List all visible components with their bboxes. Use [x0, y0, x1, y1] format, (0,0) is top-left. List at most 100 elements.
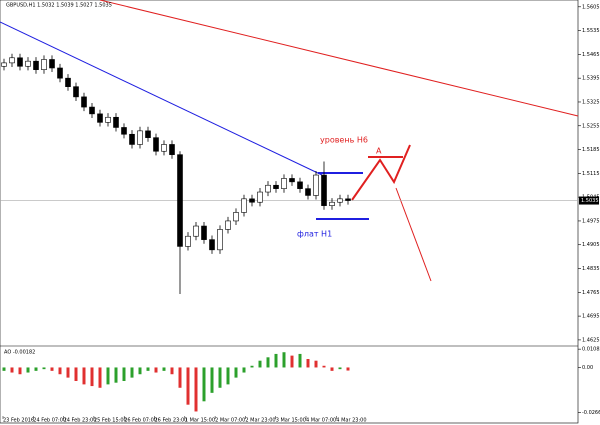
candle-body: [201, 225, 207, 240]
y-tick-label: 1.4975: [582, 218, 600, 224]
y-tick-label: 1.5115: [582, 171, 600, 177]
ao-bar: [234, 367, 238, 378]
ao-bar: [98, 367, 102, 388]
candle-body: [73, 86, 79, 98]
ao-bar: [66, 367, 70, 378]
ao-bar: [58, 367, 62, 375]
indicator-title: AO -0.00182: [4, 350, 35, 356]
ao-bar: [106, 367, 110, 385]
trend-line: [99, 0, 579, 117]
candle-body: [313, 174, 319, 196]
x-tick-label: 24 Feb 07:00: [33, 418, 66, 424]
y-tick-label: 1.4765: [582, 290, 600, 296]
y-tick-label: 0.00: [582, 365, 593, 371]
ao-bar: [250, 365, 254, 368]
y-tick-label: 1.4695: [582, 314, 600, 320]
candle-body: [9, 57, 15, 64]
ao-bar: [202, 367, 206, 402]
ao-bar: [82, 367, 86, 385]
x-tick-label: 3 Mar 15:00: [276, 418, 306, 424]
y-tick-label: 0.01082: [582, 347, 600, 353]
candle-body: [145, 130, 151, 138]
ao-bar: [114, 367, 118, 383]
ao-bar: [2, 367, 6, 371]
forecast-line: [395, 187, 432, 282]
candle-body: [153, 137, 159, 152]
candle-body: [345, 198, 351, 201]
ao-bar: [122, 367, 126, 381]
ao-bar: [18, 367, 22, 375]
candle-body: [273, 184, 279, 189]
candle-body: [33, 60, 39, 70]
x-tick-label: 26 Feb 07:00: [124, 418, 157, 424]
y-tick-label: 1.5255: [582, 123, 600, 129]
candle-body: [57, 67, 63, 79]
x-tick-label: 23 Feb 2016: [3, 418, 34, 424]
y-tick-label: 1.5395: [582, 76, 600, 82]
ao-bar: [218, 367, 222, 388]
ao-bar: [274, 353, 278, 368]
ao-bar: [186, 367, 190, 405]
candle-body: [105, 116, 111, 123]
candle-body: [305, 188, 311, 196]
ao-bar: [154, 367, 158, 373]
candle-body: [161, 144, 167, 152]
chart-title: GBPUSD,H1 1.5032 1.5039 1.5027 1.5035: [6, 3, 112, 9]
candle-body: [137, 130, 143, 145]
ao-bar: [26, 367, 30, 373]
candle-body: [25, 60, 31, 67]
candle-body: [289, 178, 295, 183]
candle-body: [337, 198, 343, 203]
ao-bar: [10, 367, 14, 373]
trend-line: [0, 21, 323, 176]
candle-body: [177, 154, 183, 247]
x-tick-label: 2 Mar 07:00: [215, 418, 245, 424]
ao-bar: [146, 367, 150, 371]
ao-bar: [74, 367, 78, 381]
candle-body: [129, 133, 135, 145]
ao-bar: [226, 367, 230, 385]
candle-body: [281, 178, 287, 189]
ao-bar: [290, 355, 294, 368]
candle-body: [241, 198, 247, 213]
ao-bar: [138, 367, 142, 375]
x-tick-label: 4 Mar 07:00: [306, 418, 336, 424]
ao-bar: [242, 367, 246, 373]
candle-body: [1, 62, 7, 67]
y-tick-label: 1.5325: [582, 99, 600, 105]
y-tick-label: -0.0266: [582, 410, 600, 416]
candle-body: [257, 191, 263, 203]
ao-bar: [282, 352, 286, 368]
candle-body: [81, 96, 87, 108]
candle-body: [329, 201, 335, 206]
ao-bar: [298, 353, 302, 368]
ao-bar: [162, 367, 166, 371]
x-tick-label: 24 Feb 23:00: [64, 418, 97, 424]
x-tick-label: 2 Mar 23:00: [245, 418, 275, 424]
x-tick-label: 1 Mar 15:00: [185, 418, 215, 424]
annotation: флат H1: [297, 230, 332, 239]
candle-body: [297, 181, 303, 189]
ao-bar: [306, 359, 310, 368]
ao-bar: [258, 360, 262, 368]
ao-bar: [194, 367, 198, 412]
y-tick-label: 1.5465: [582, 52, 600, 58]
y-tick-label: 1.5185: [582, 147, 600, 153]
candle-body: [113, 116, 119, 128]
forecast-zigzag: [351, 144, 411, 201]
candle-body: [169, 144, 175, 155]
candle-body: [265, 184, 271, 193]
ao-bar: [42, 367, 46, 370]
x-tick-label: 4 Mar 23:00: [336, 418, 366, 424]
candle-body: [249, 198, 255, 203]
candle-body: [97, 113, 103, 123]
candle-body: [225, 220, 231, 230]
ao-bar: [330, 367, 334, 371]
annotation: уровень H6: [320, 136, 368, 145]
price-box: [579, 196, 599, 205]
ao-bar: [210, 367, 214, 393]
ao-bar: [266, 357, 270, 368]
candle-body: [193, 225, 199, 237]
candle-body: [233, 212, 239, 222]
